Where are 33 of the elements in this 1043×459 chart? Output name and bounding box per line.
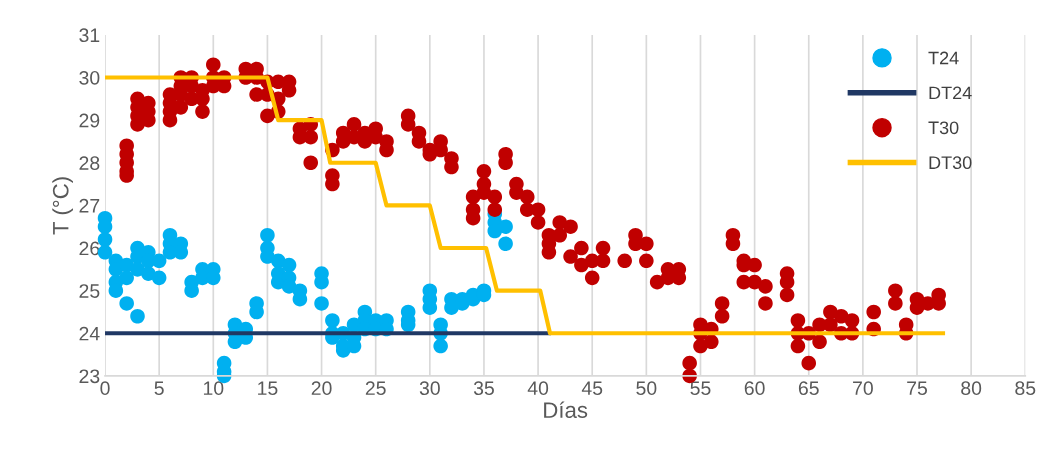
x-tick-label: 70	[853, 381, 873, 396]
x-tick-label: 30	[419, 381, 440, 396]
x-axis-title: Días	[544, 401, 588, 419]
y-tick-label: 30	[79, 70, 100, 85]
y-tick-label: 23	[79, 369, 100, 384]
legend-label: DT30	[929, 156, 972, 170]
y-tick-label: 29	[79, 113, 100, 128]
x-tick-label: 25	[365, 381, 386, 396]
x-tick-label: 50	[636, 381, 657, 396]
x-tick-label: 85	[1015, 381, 1036, 396]
y-axis-title: T (°C)	[52, 177, 73, 235]
x-tick-label: 65	[798, 381, 819, 396]
x-tick-label: 55	[690, 381, 711, 396]
legend-label: T24	[928, 51, 959, 65]
legend-label: T30	[928, 121, 959, 135]
x-tick-label: 35	[473, 381, 494, 396]
x-tick-label: 60	[744, 381, 765, 396]
y-tick-label: 25	[79, 284, 100, 298]
x-tick-label: 10	[203, 381, 224, 396]
x-tick-label: 75	[907, 381, 928, 396]
x-tick-label: 40	[527, 381, 549, 396]
y-tick-label: 24	[79, 326, 100, 341]
x-tick-label: 0	[100, 381, 110, 396]
x-tick-label: 15	[258, 381, 278, 396]
y-tick-label: 31	[79, 28, 100, 43]
y-tick-label: 26	[79, 241, 100, 256]
x-tick-label: 5	[154, 381, 164, 396]
y-tick-label: 27	[79, 198, 100, 213]
x-tick-label: 20	[311, 381, 332, 396]
y-tick-label: 28	[79, 156, 100, 171]
x-tick-label: 80	[961, 381, 982, 396]
legend-label: DT24	[929, 86, 972, 100]
x-tick-label: 45	[581, 381, 603, 396]
